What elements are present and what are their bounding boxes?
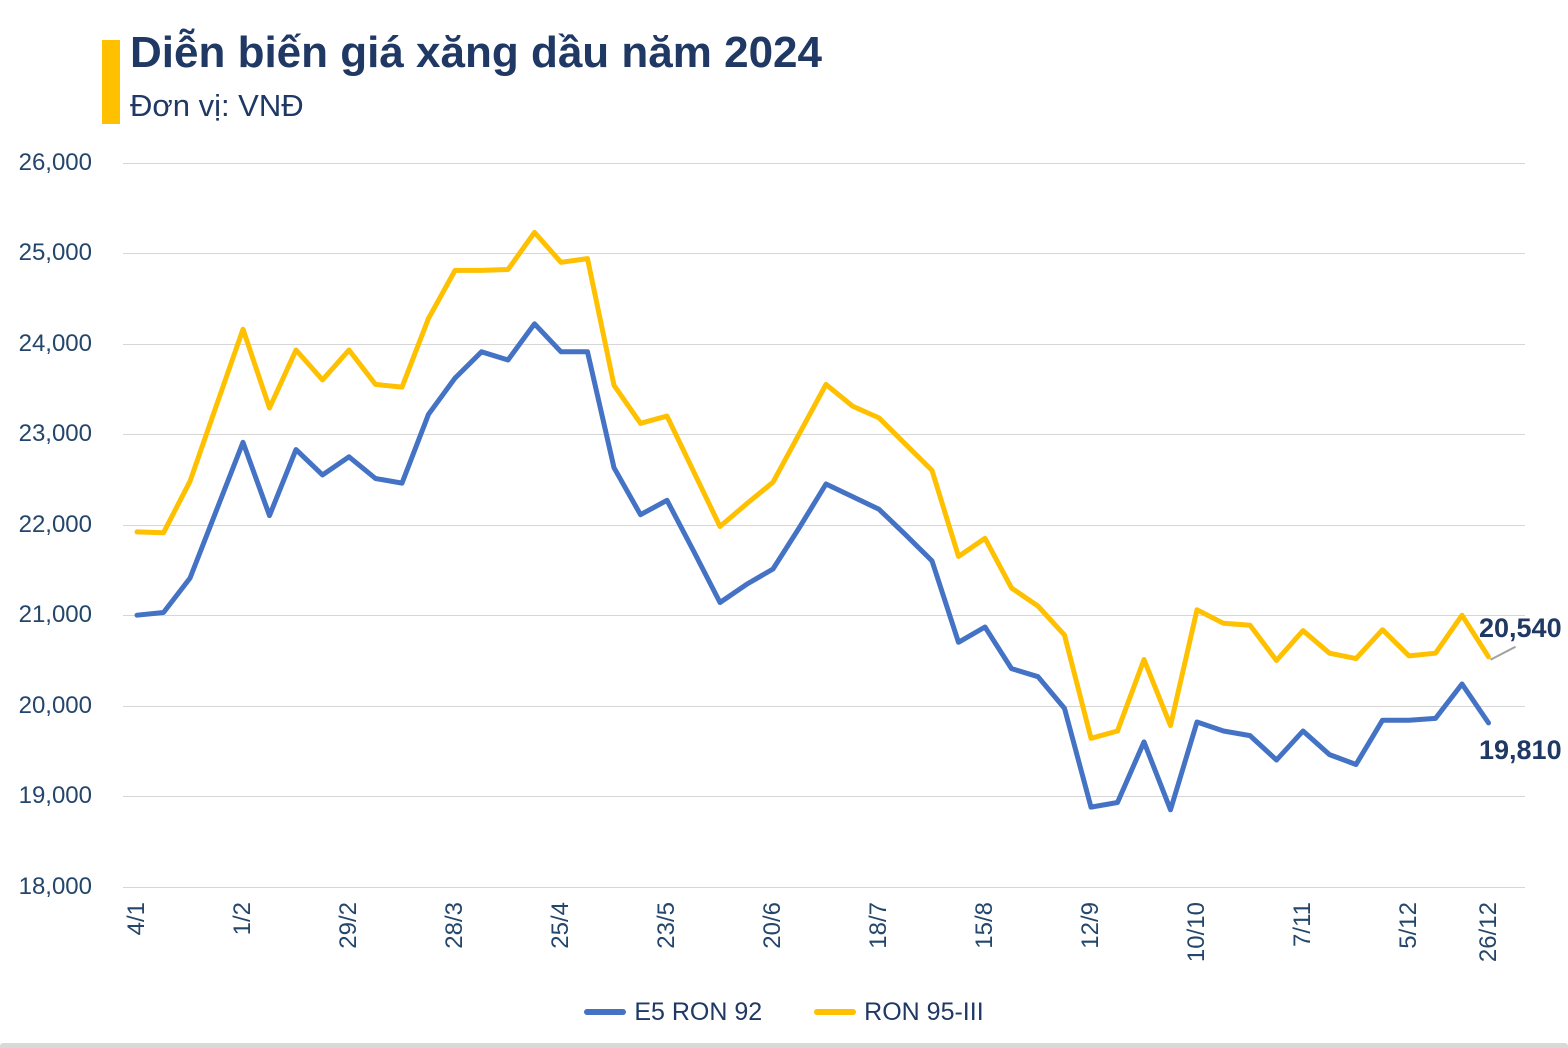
x-axis-tick-label: 28/3 bbox=[441, 902, 468, 949]
gridline bbox=[123, 434, 1525, 436]
e5-line-swatch-icon bbox=[584, 1009, 627, 1015]
x-axis-tick-label: 23/5 bbox=[653, 902, 680, 949]
title-accent-bar bbox=[102, 40, 120, 124]
x-axis-tick-label: 5/12 bbox=[1395, 902, 1422, 949]
y-axis-tick-label: 23,000 bbox=[18, 420, 92, 448]
gridline bbox=[123, 162, 1525, 164]
bottom-window-edge bbox=[0, 1043, 1568, 1048]
ron95-line-swatch-icon bbox=[814, 1009, 857, 1015]
legend-item-e5: E5 RON 92 bbox=[584, 998, 762, 1027]
x-axis-tick-label: 15/8 bbox=[971, 902, 998, 949]
x-axis-tick-label: 29/2 bbox=[335, 902, 362, 949]
gridline bbox=[123, 886, 1525, 888]
x-axis-tick-label: 20/6 bbox=[759, 902, 786, 949]
chart-subtitle: Đơn vị: VNĐ bbox=[130, 88, 304, 123]
y-axis-tick-label: 21,000 bbox=[18, 601, 92, 629]
end-label-leader-line bbox=[1490, 645, 1516, 661]
ron95-end-value-label: 20,540 bbox=[1479, 613, 1562, 643]
y-axis-tick-label: 18,000 bbox=[18, 872, 92, 900]
y-axis-tick-label: 25,000 bbox=[18, 239, 92, 267]
legend-item-ron95: RON 95-III bbox=[814, 997, 984, 1027]
x-axis-tick-label: 7/11 bbox=[1289, 902, 1316, 947]
y-axis-tick-label: 20,000 bbox=[18, 691, 92, 719]
e5-end-value-label: 19,810 bbox=[1479, 735, 1562, 765]
gridline bbox=[123, 796, 1525, 798]
chart-title: Diễn biến giá xăng dầu năm 2024 bbox=[130, 28, 822, 77]
y-axis-tick-label: 24,000 bbox=[18, 329, 92, 357]
x-axis-tick-label: 10/10 bbox=[1183, 902, 1210, 963]
x-axis-tick-label: 4/1 bbox=[123, 902, 150, 936]
legend: E5 RON 92 RON 95-III bbox=[0, 994, 1568, 1030]
x-axis-tick-label: 1/2 bbox=[229, 902, 256, 936]
x-axis-tick-label: 12/9 bbox=[1077, 902, 1104, 949]
y-axis-tick-label: 22,000 bbox=[18, 510, 92, 538]
y-axis-tick-label: 19,000 bbox=[18, 782, 92, 810]
gridline bbox=[123, 524, 1525, 526]
legend-label-e5: E5 RON 92 bbox=[634, 997, 763, 1026]
gridline bbox=[123, 343, 1525, 345]
series-line-ron-95-iii bbox=[134, 229, 1491, 741]
y-axis-tick-label: 26,000 bbox=[18, 148, 92, 176]
legend-label-ron95: RON 95-III bbox=[864, 997, 984, 1026]
x-axis-tick-label: 26/12 bbox=[1474, 902, 1502, 963]
gridline bbox=[123, 705, 1525, 707]
x-axis-tick-label: 25/4 bbox=[547, 902, 574, 949]
series-line-e5-ron-92 bbox=[134, 321, 1491, 813]
gridline bbox=[123, 253, 1525, 255]
x-axis-tick-label: 18/7 bbox=[865, 902, 892, 949]
gridline bbox=[123, 615, 1525, 617]
